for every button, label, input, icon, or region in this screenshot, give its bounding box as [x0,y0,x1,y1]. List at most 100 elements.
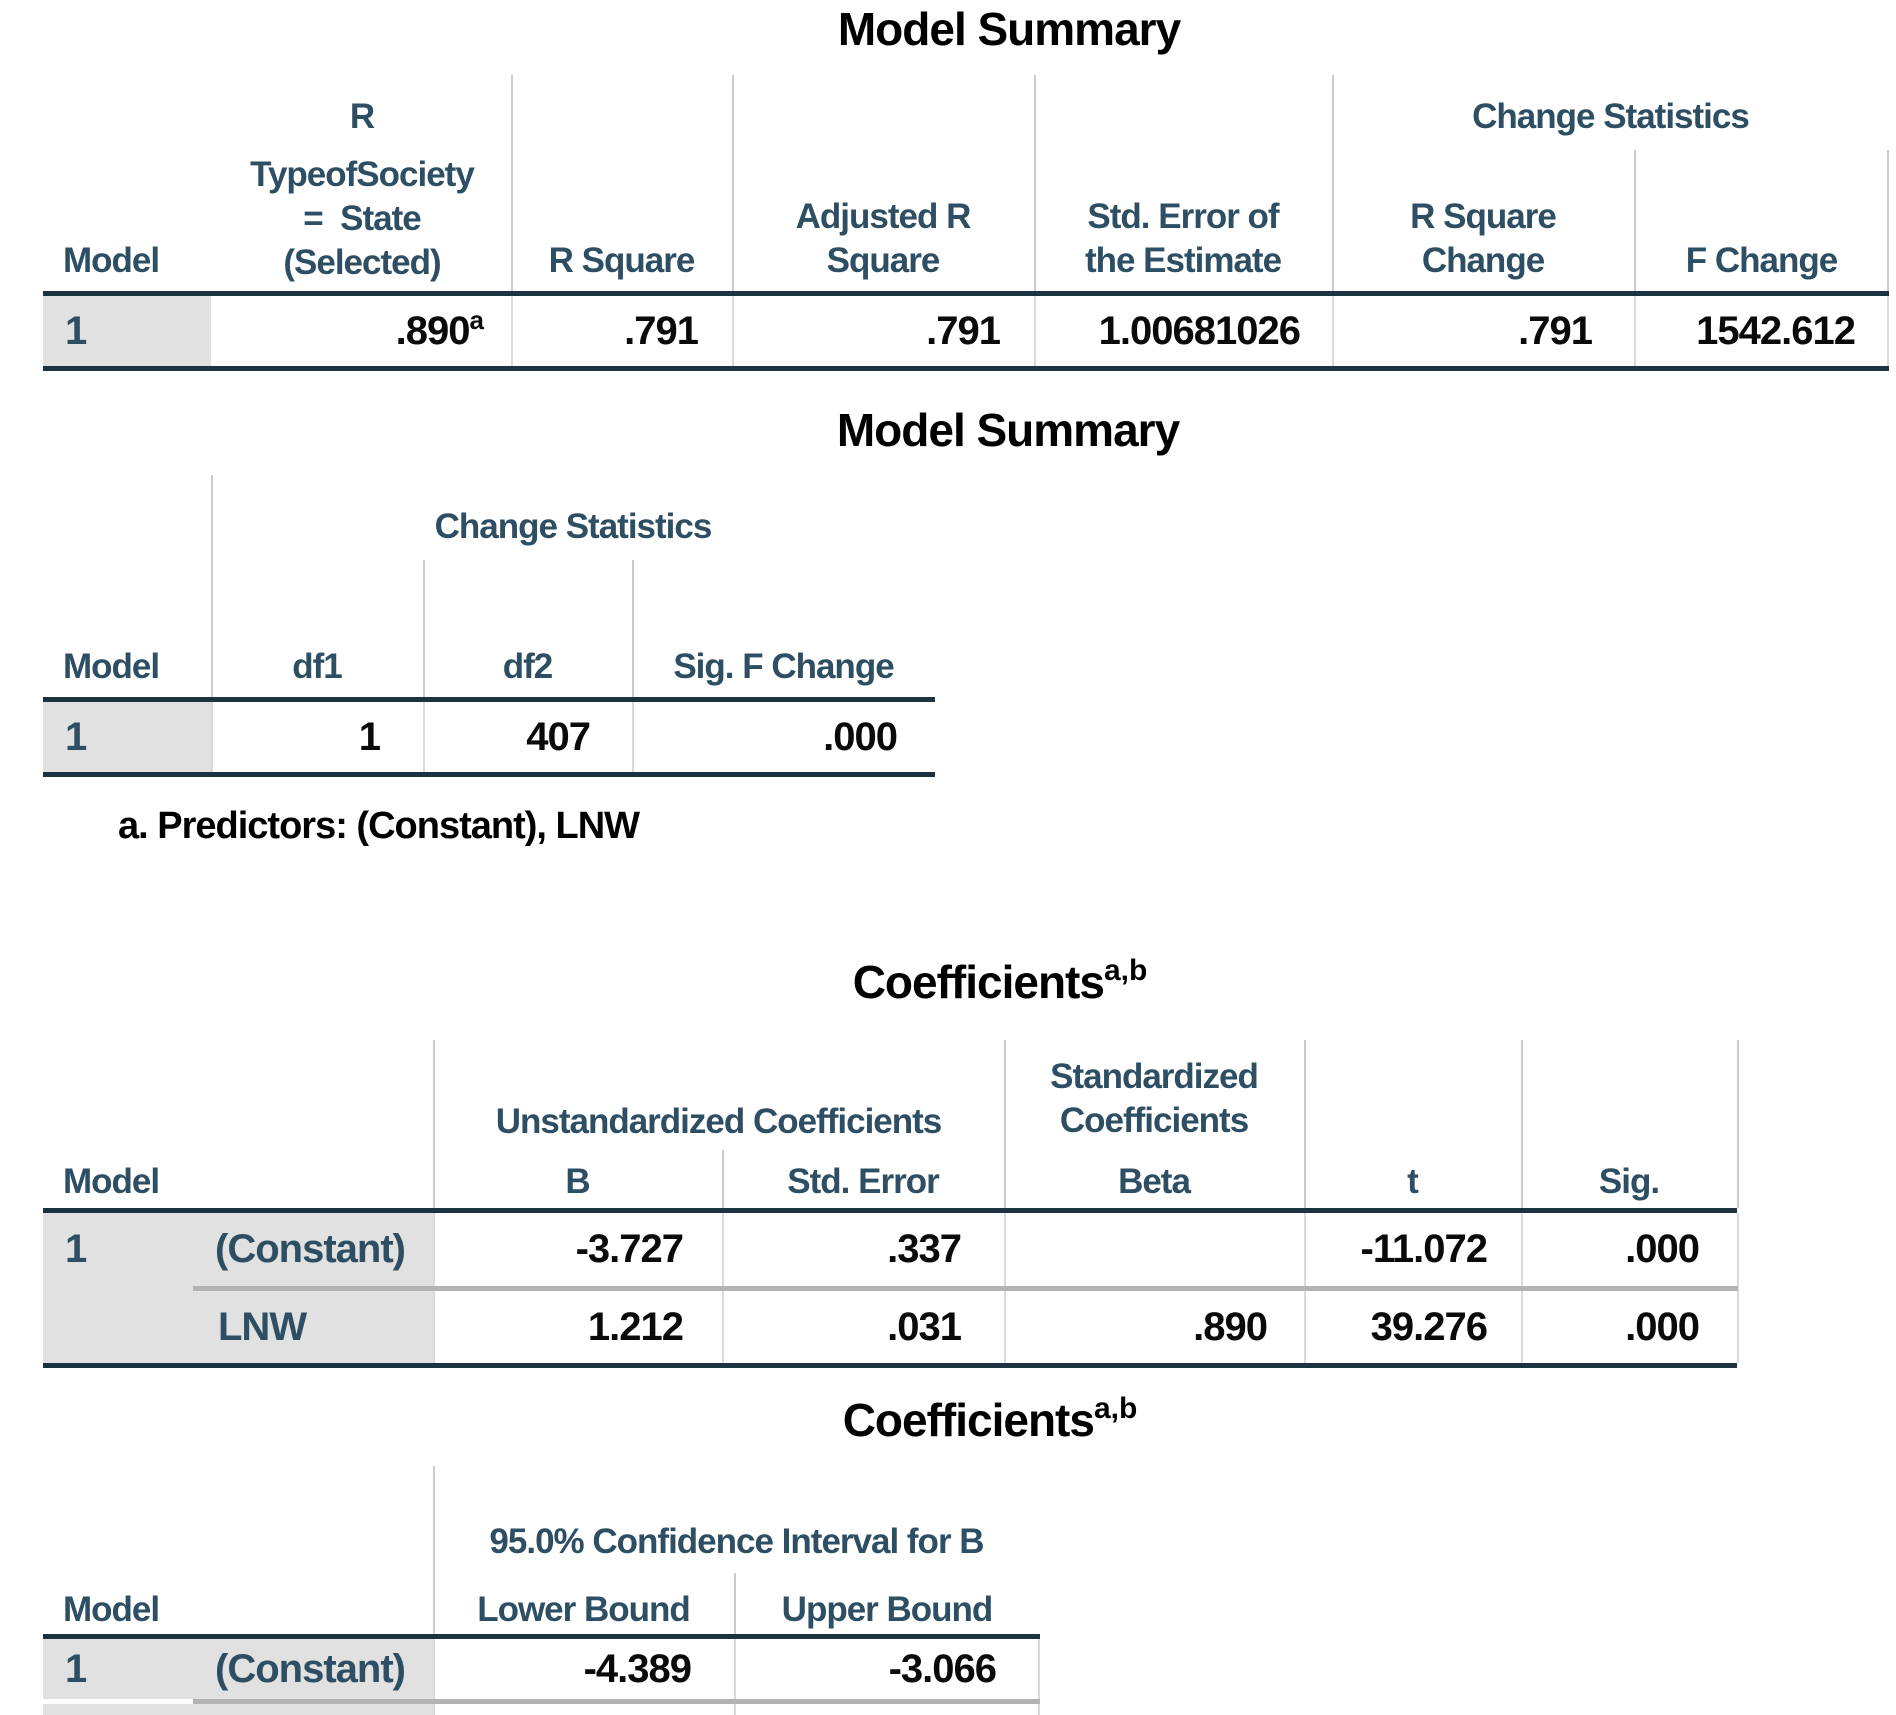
column-divider [511,75,513,291]
model-stub-cell [43,296,211,366]
cell-divider [1887,296,1889,366]
r-square-change-column-header: R Square Change [1410,197,1557,280]
change-statistics-span-header: Change Statistics [434,507,713,546]
coefficients-1-title-text: Coefficients [852,956,1105,1008]
cell-divider [1634,296,1636,366]
column-divider [433,1040,435,1208]
predictors-footnote: a. Predictors: (Constant), LNW [118,805,640,847]
cell-divider [1737,1213,1739,1363]
model-stub-cell [43,702,211,772]
column-divider [1737,1040,1739,1208]
model-number: 1 [65,309,87,353]
predictor-label: (Constant) [215,1647,406,1691]
model-stub-cell-cutoff [43,1704,433,1715]
column-divider [722,1150,724,1208]
lower-bound-value: -4.389 [583,1647,692,1691]
model-number: 1 [65,1227,87,1271]
column-divider [734,1573,736,1634]
adjusted-r-square-column-header: Adjusted R Square [795,197,972,280]
model-stub-cell [43,1639,433,1699]
upper-bound-value: -3.066 [888,1647,997,1691]
lower-bound-column-header: Lower Bound [477,1590,691,1629]
change-statistics-span-header: Change Statistics [1472,97,1750,136]
table-rule [43,697,935,702]
column-divider [1034,75,1036,291]
b-value: 1.212 [587,1305,684,1349]
row-divider [193,1699,1040,1704]
adjusted-r-square-value: .791 [926,309,1001,353]
column-divider [1304,1040,1306,1208]
cell-divider [433,1639,435,1715]
r-square-column-header: R Square [548,241,696,280]
f-change-column-header: F Change [1685,241,1838,280]
table-rule [43,291,1889,296]
sig-f-change-value: .000 [823,715,898,759]
model-column-header: Model [63,1590,160,1629]
standardized-span-header: Standardized Coefficients [1050,1057,1259,1140]
table-rule [43,772,935,777]
beta-value: .890 [1193,1305,1268,1349]
model-number: 1 [65,1647,87,1691]
r-value-cell: .890a [211,296,484,366]
t-column-header: t [1407,1162,1419,1201]
df1-value: 1 [358,715,381,759]
cell-divider [632,702,634,772]
t-value: 39.276 [1370,1305,1488,1349]
sig-value: .000 [1625,1227,1700,1271]
sig-value: .000 [1625,1305,1700,1349]
df1-column-header: df1 [292,647,343,686]
std-error-column-header: Std. Error of the Estimate [1084,197,1282,280]
b-value: -3.727 [575,1227,684,1271]
r-value-footnote-marker: a [469,305,484,335]
table-rule [43,1363,1737,1368]
model-column-header: Model [63,1162,160,1201]
cell-divider [511,296,513,366]
row-divider [193,1286,1738,1291]
r-value: .890 [395,309,471,353]
table-rule [43,1208,1737,1213]
coefficients-2-title-text: Coefficients [842,1394,1095,1446]
column-divider [423,560,425,697]
model-number: 1 [65,715,87,759]
df2-column-header: df2 [502,647,554,686]
r-column-header: R TypeofSociety = State (Selected) [213,95,511,285]
predictor-label: LNW [218,1305,307,1349]
model-column-header: Model [63,241,160,280]
std-error-value: 1.00681026 [1098,309,1301,353]
column-divider [433,1466,435,1634]
table-rule [43,1634,1040,1639]
upper-bound-column-header: Upper Bound [781,1590,994,1629]
model-summary-2-title: Model Summary [836,404,1180,456]
table-rule [43,366,1889,371]
b-column-header: B [565,1162,590,1201]
sig-column-header: Sig. [1598,1162,1660,1201]
std-error-value: .337 [887,1227,962,1271]
coefficients-1-title: Coefficientsa,b [500,954,1500,1009]
r-square-change-value: .791 [1518,309,1593,353]
column-divider [1332,75,1334,291]
cell-divider [734,1639,736,1715]
cell-divider [732,296,734,366]
unstandardized-span-header: Unstandardized Coefficients [495,1102,943,1141]
cell-divider [423,702,425,772]
std-error-column-header: Std. Error [787,1162,939,1201]
coefficients-2-title: Coefficientsa,b [490,1392,1490,1447]
cell-divider [1038,1639,1040,1715]
df2-value: 407 [526,715,591,759]
predictor-label: (Constant) [215,1227,406,1271]
column-divider [732,75,734,291]
r-column-header-line1: R [349,97,375,136]
beta-column-header: Beta [1118,1162,1191,1201]
model-column-header: Model [63,647,160,686]
r-square-value: .791 [624,309,699,353]
r-column-header-rest: TypeofSociety = State (Selected) [250,155,475,282]
coefficients-2-title-footnote-marker: a,b [1093,1392,1138,1425]
cell-divider [1034,296,1036,366]
std-error-value: .031 [887,1305,962,1349]
column-divider [1004,1040,1006,1208]
column-divider [632,560,634,697]
cell-divider [211,702,213,772]
column-divider [1521,1040,1523,1208]
coefficients-1-title-footnote-marker: a,b [1103,954,1148,987]
